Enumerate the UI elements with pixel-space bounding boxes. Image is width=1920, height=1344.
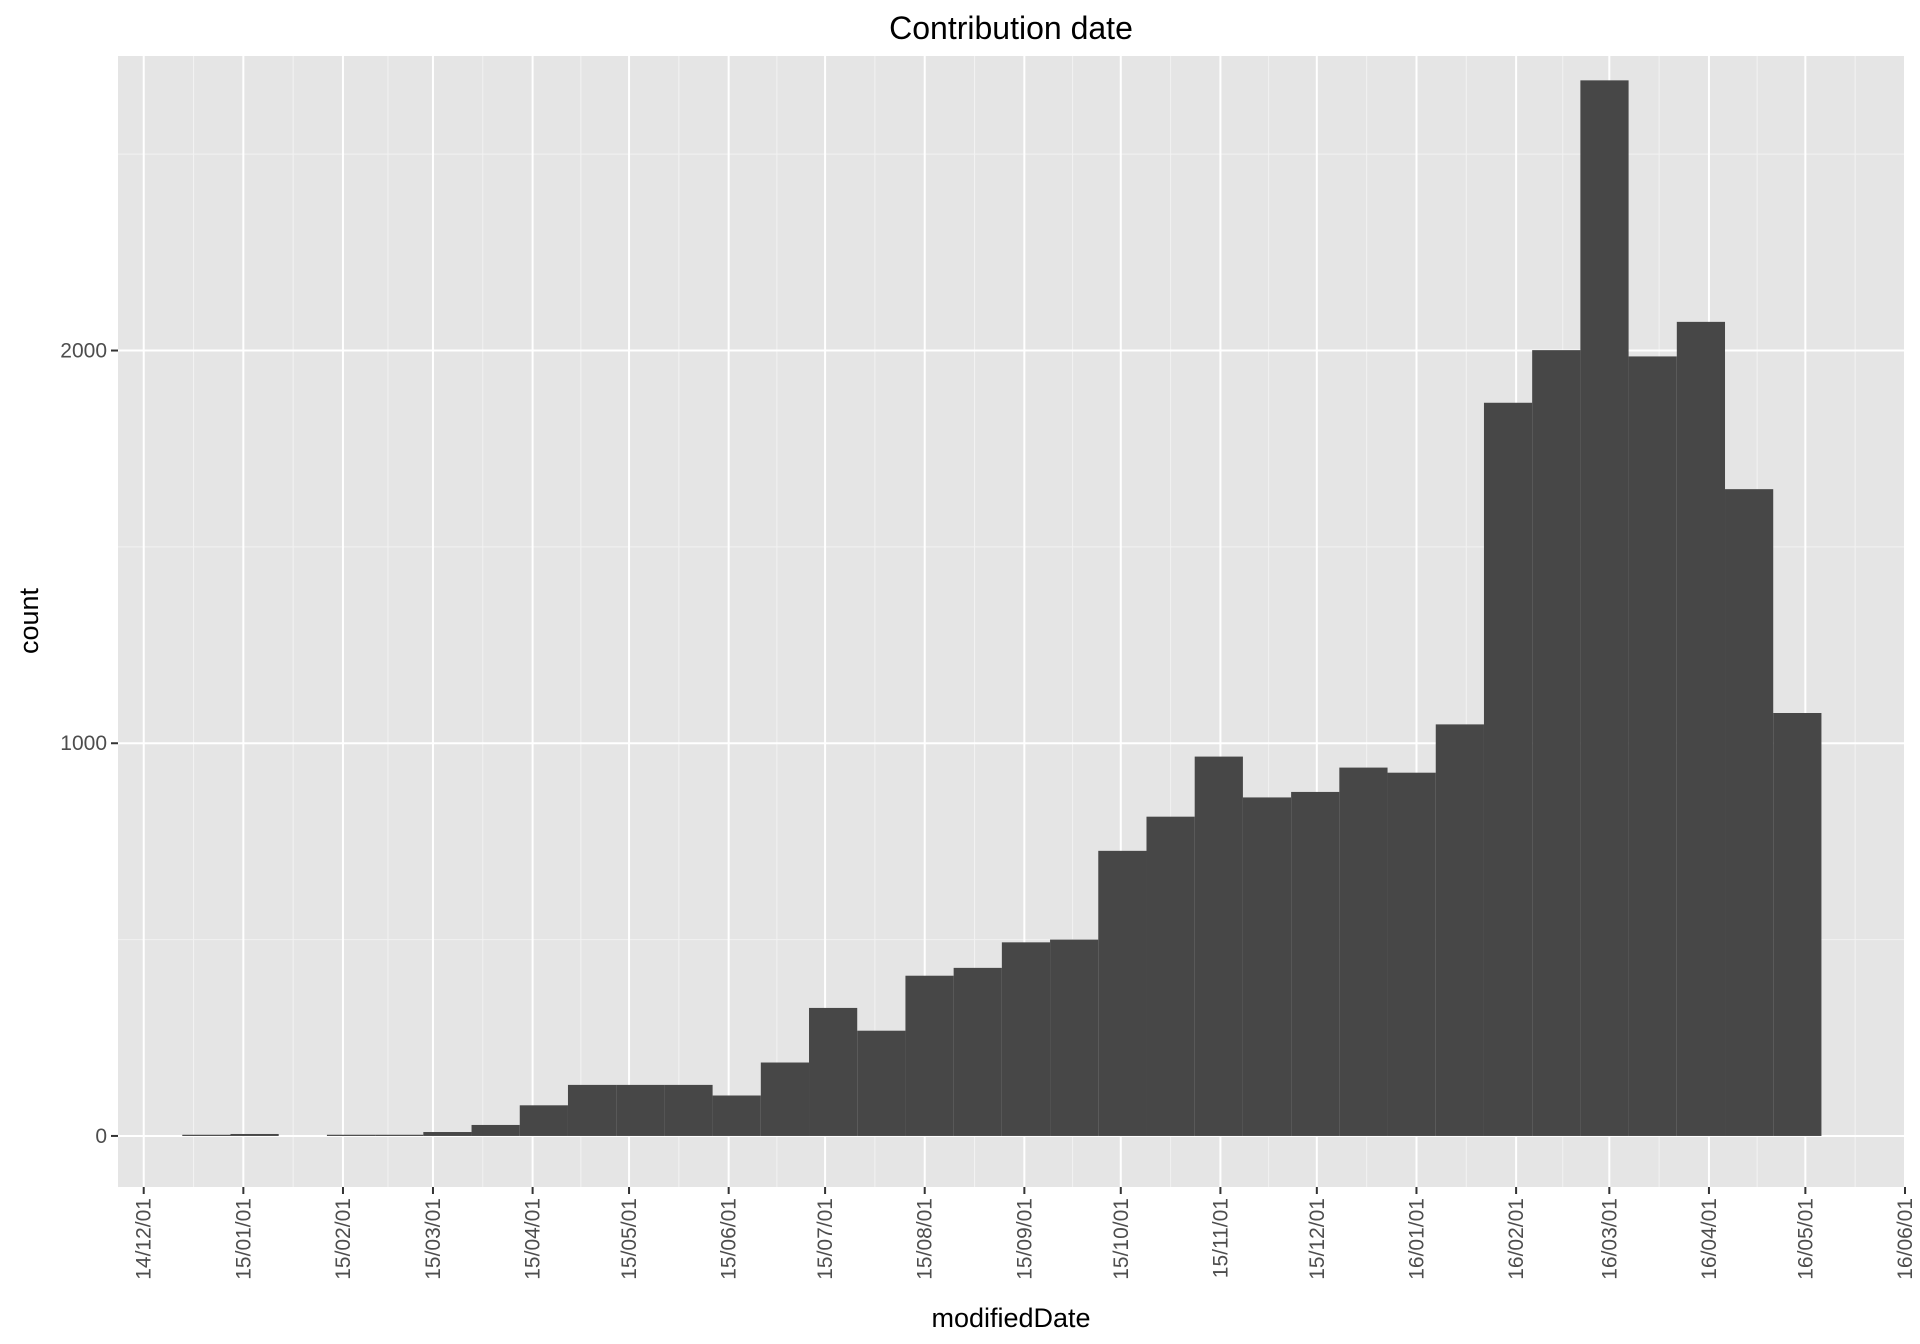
histogram-bar <box>1580 80 1629 1136</box>
y-axis-title: count <box>14 587 44 654</box>
histogram-bar <box>1532 350 1581 1136</box>
histogram-bar <box>1098 850 1147 1136</box>
histogram-bar <box>1194 756 1243 1136</box>
x-tick-label: 16/02/01 <box>1505 1198 1528 1280</box>
histogram-bar <box>1001 942 1051 1136</box>
x-tick-label: 16/05/01 <box>1794 1198 1817 1280</box>
histogram-bar <box>809 1007 858 1136</box>
histogram-bar <box>664 1084 713 1136</box>
x-tick-label: 15/07/01 <box>814 1198 837 1280</box>
y-tick-label: 2000 <box>60 340 107 363</box>
histogram-bar <box>1435 724 1484 1136</box>
x-tick-label: 16/04/01 <box>1698 1198 1721 1280</box>
x-tick-label: 15/01/01 <box>232 1198 255 1280</box>
histogram-bar <box>1773 713 1822 1136</box>
histogram-bar <box>567 1084 617 1136</box>
x-tick-label: 15/10/01 <box>1110 1198 1133 1280</box>
x-tick-label: 15/12/01 <box>1306 1198 1329 1280</box>
y-tick-label: 0 <box>95 1125 107 1148</box>
x-tick-label: 15/04/01 <box>522 1198 545 1280</box>
histogram-bar <box>423 1132 472 1136</box>
histogram-bar <box>712 1095 761 1136</box>
histogram-bar <box>1146 816 1195 1136</box>
histogram-bar <box>1242 797 1292 1136</box>
histogram-bar <box>1291 791 1340 1136</box>
x-tick-label: 16/01/01 <box>1405 1198 1428 1280</box>
x-tick-label: 16/06/01 <box>1894 1198 1917 1280</box>
histogram-bar <box>1483 402 1533 1136</box>
histogram-bar <box>1628 356 1677 1136</box>
x-tick-label: 15/11/01 <box>1209 1198 1232 1278</box>
histogram-bar <box>326 1134 376 1136</box>
histogram-bar <box>953 967 1002 1136</box>
histogram-bar <box>1725 489 1774 1136</box>
x-axis: 14/12/01 15/01/01 15/02/01 15/03/01 15/04/01… <box>133 1187 1917 1280</box>
histogram-bar <box>1339 767 1388 1136</box>
histogram-bar <box>375 1134 424 1136</box>
x-tick-label: 15/09/01 <box>1013 1198 1036 1280</box>
x-tick-label: 14/12/01 <box>133 1198 156 1280</box>
chart-title: Contribution date <box>889 10 1133 46</box>
y-axis: 0 1000 2000 <box>60 340 118 1148</box>
x-tick-label: 16/03/01 <box>1598 1198 1621 1280</box>
x-tick-label: 15/02/01 <box>332 1198 355 1280</box>
histogram-bar <box>1050 939 1099 1136</box>
histogram-bar <box>182 1134 231 1136</box>
x-axis-title: modifiedDate <box>931 1303 1090 1333</box>
histogram-bar <box>857 1030 906 1136</box>
x-tick-label: 15/03/01 <box>422 1198 445 1280</box>
histogram-bar <box>471 1124 520 1136</box>
histogram-bar <box>905 975 954 1136</box>
histogram-bar <box>230 1133 279 1136</box>
histogram-bar <box>760 1062 810 1136</box>
histogram-bar <box>1676 321 1726 1136</box>
histogram-bars <box>182 80 1822 1136</box>
histogram-bar <box>1387 772 1436 1136</box>
y-tick-label: 1000 <box>60 732 107 755</box>
x-tick-label: 15/08/01 <box>914 1198 937 1280</box>
x-tick-label: 15/06/01 <box>718 1198 741 1280</box>
histogram-bar <box>616 1084 665 1136</box>
histogram-bar <box>519 1105 568 1136</box>
x-tick-label: 15/05/01 <box>618 1198 641 1280</box>
